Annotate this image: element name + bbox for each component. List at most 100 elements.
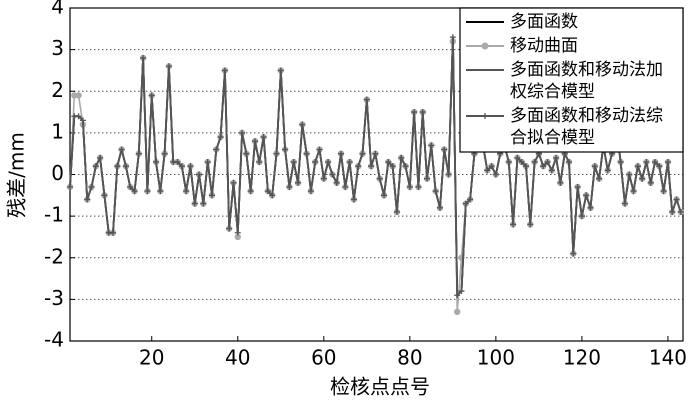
point xyxy=(204,159,211,166)
point xyxy=(286,183,293,190)
point xyxy=(398,154,405,161)
point xyxy=(652,159,659,166)
legend-label: 多面函数和移动法综合拟合模型 xyxy=(510,106,663,148)
point xyxy=(372,150,379,157)
point xyxy=(127,183,134,190)
point xyxy=(282,146,289,153)
point xyxy=(174,159,181,166)
point xyxy=(256,159,263,166)
point xyxy=(269,192,276,199)
point xyxy=(677,208,684,215)
point xyxy=(110,229,117,236)
point xyxy=(165,63,172,70)
point xyxy=(208,192,215,199)
y-tick-label: 4 xyxy=(51,0,64,19)
point xyxy=(673,196,680,203)
point xyxy=(518,159,525,166)
point xyxy=(634,163,641,170)
point xyxy=(226,225,233,232)
point xyxy=(273,150,280,157)
point xyxy=(626,171,633,178)
point xyxy=(75,113,82,120)
point xyxy=(566,159,573,166)
point xyxy=(122,163,129,170)
point xyxy=(161,150,168,157)
point xyxy=(505,159,512,166)
y-tick-label: -2 xyxy=(44,244,64,268)
point xyxy=(553,154,560,161)
point xyxy=(527,221,534,228)
point xyxy=(454,292,461,299)
point xyxy=(402,163,409,170)
point xyxy=(570,250,577,257)
point xyxy=(183,188,190,195)
point xyxy=(350,196,357,203)
point xyxy=(368,163,375,170)
point xyxy=(320,175,327,182)
point xyxy=(213,146,220,153)
x-tick-label: 140 xyxy=(649,346,687,370)
point xyxy=(540,163,547,170)
point xyxy=(441,146,448,153)
point xyxy=(415,183,422,190)
point xyxy=(548,167,555,174)
point xyxy=(574,183,581,190)
legend-marker xyxy=(482,113,488,119)
y-tick-label: 0 xyxy=(51,161,64,185)
point xyxy=(316,146,323,153)
point xyxy=(664,159,671,166)
point xyxy=(118,146,125,153)
legend-label: 移动曲面 xyxy=(510,36,578,56)
point xyxy=(376,175,383,182)
point xyxy=(428,142,435,149)
point xyxy=(510,221,517,228)
point xyxy=(277,67,284,74)
point xyxy=(363,96,370,103)
point xyxy=(531,159,538,166)
point xyxy=(411,109,418,116)
point xyxy=(393,208,400,215)
point xyxy=(591,163,598,170)
y-tick-label: 1 xyxy=(51,119,64,143)
point xyxy=(114,163,121,170)
point xyxy=(346,159,353,166)
point xyxy=(445,171,452,178)
point xyxy=(294,179,301,186)
point xyxy=(230,179,237,186)
point xyxy=(522,163,529,170)
point xyxy=(217,134,224,141)
point xyxy=(453,308,461,316)
point xyxy=(196,171,203,178)
point xyxy=(303,150,310,157)
point xyxy=(157,188,164,195)
point xyxy=(264,188,271,195)
point xyxy=(221,67,228,74)
point xyxy=(67,183,73,190)
y-axis-label: 残差/mm xyxy=(5,132,29,218)
x-axis-label: 检核点点号 xyxy=(330,375,430,399)
point xyxy=(338,150,345,157)
point xyxy=(596,175,603,182)
y-tick-label: -4 xyxy=(44,328,64,352)
point xyxy=(359,150,366,157)
point xyxy=(325,159,332,166)
point xyxy=(639,175,646,182)
point xyxy=(458,288,465,295)
y-tick-label: -3 xyxy=(44,286,64,310)
point xyxy=(656,163,663,170)
point xyxy=(140,54,147,61)
legend-label: 多面函数 xyxy=(510,12,578,32)
point xyxy=(247,188,254,195)
x-tick-label: 120 xyxy=(563,346,601,370)
point xyxy=(312,159,319,166)
point xyxy=(578,213,585,220)
x-tick-label: 100 xyxy=(477,346,515,370)
y-tick-label: 3 xyxy=(51,36,64,60)
point xyxy=(587,204,594,211)
point xyxy=(385,159,392,166)
x-tick-label: 40 xyxy=(225,346,250,370)
point xyxy=(290,159,297,166)
point xyxy=(604,167,611,174)
point xyxy=(544,159,551,166)
